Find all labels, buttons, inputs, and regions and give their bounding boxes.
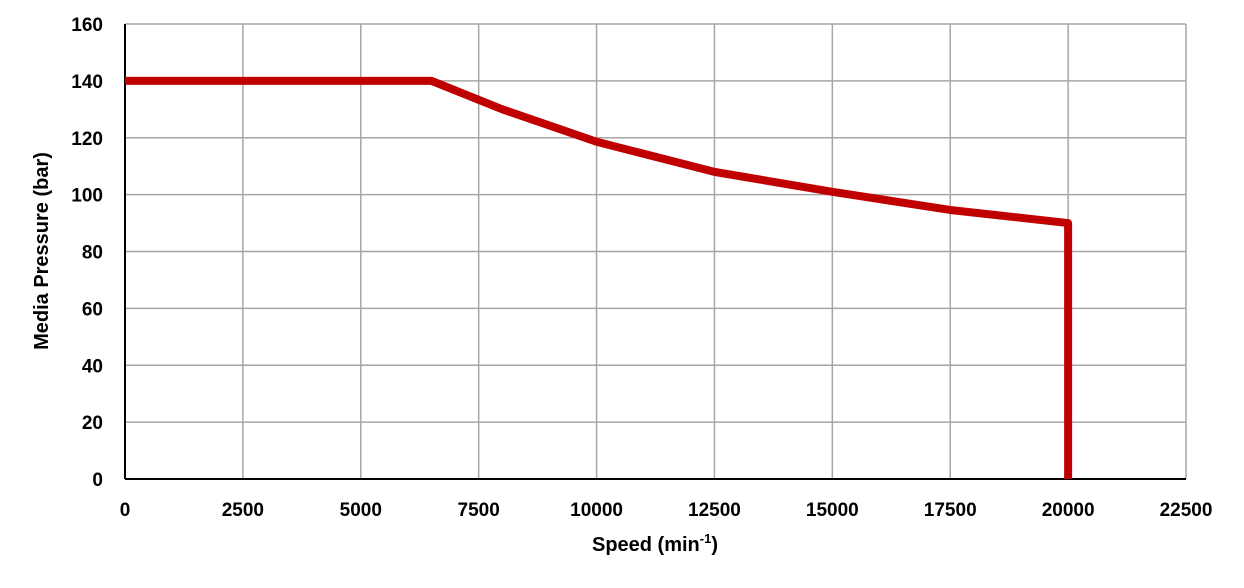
x-tick-label: 17500: [924, 500, 977, 521]
x-tick-label: 2500: [222, 500, 264, 521]
y-tick-label: 40: [82, 356, 103, 377]
x-tick-label: 20000: [1042, 500, 1095, 521]
y-tick-label: 0: [92, 470, 103, 491]
grid: [124, 23, 1187, 480]
y-tick-label: 80: [82, 243, 103, 264]
x-tick-label: 22500: [1160, 500, 1213, 521]
y-tick-label: 160: [71, 15, 103, 36]
x-tick-label: 7500: [458, 500, 500, 521]
y-tick-label: 60: [82, 299, 103, 320]
y-tick-label: 120: [71, 129, 103, 150]
series: [125, 76, 1073, 479]
x-axis-label: Speed (min-1): [592, 531, 718, 556]
pressure-curve: [125, 76, 1073, 479]
x-axis-label-end: ): [711, 534, 718, 556]
y-axis-label: Media Pressure (bar): [31, 152, 53, 350]
x-tick-label: 5000: [340, 500, 382, 521]
x-tick-label: 15000: [806, 500, 859, 521]
x-axis-label-sup: -1: [700, 531, 712, 546]
x-tick-label: 12500: [688, 500, 741, 521]
x-axis-label-main: Speed (min: [592, 534, 700, 556]
y-tick-label: 100: [71, 186, 103, 207]
x-tick-label: 10000: [570, 500, 623, 521]
y-tick-label: 140: [71, 72, 103, 93]
x-tick-label: 0: [120, 500, 131, 521]
y-tick-label: 20: [82, 413, 103, 434]
tick-labels: 0 20 40 60 80 100 120 140 160 0 2500 5000 7500 10000 1…: [71, 15, 1212, 521]
